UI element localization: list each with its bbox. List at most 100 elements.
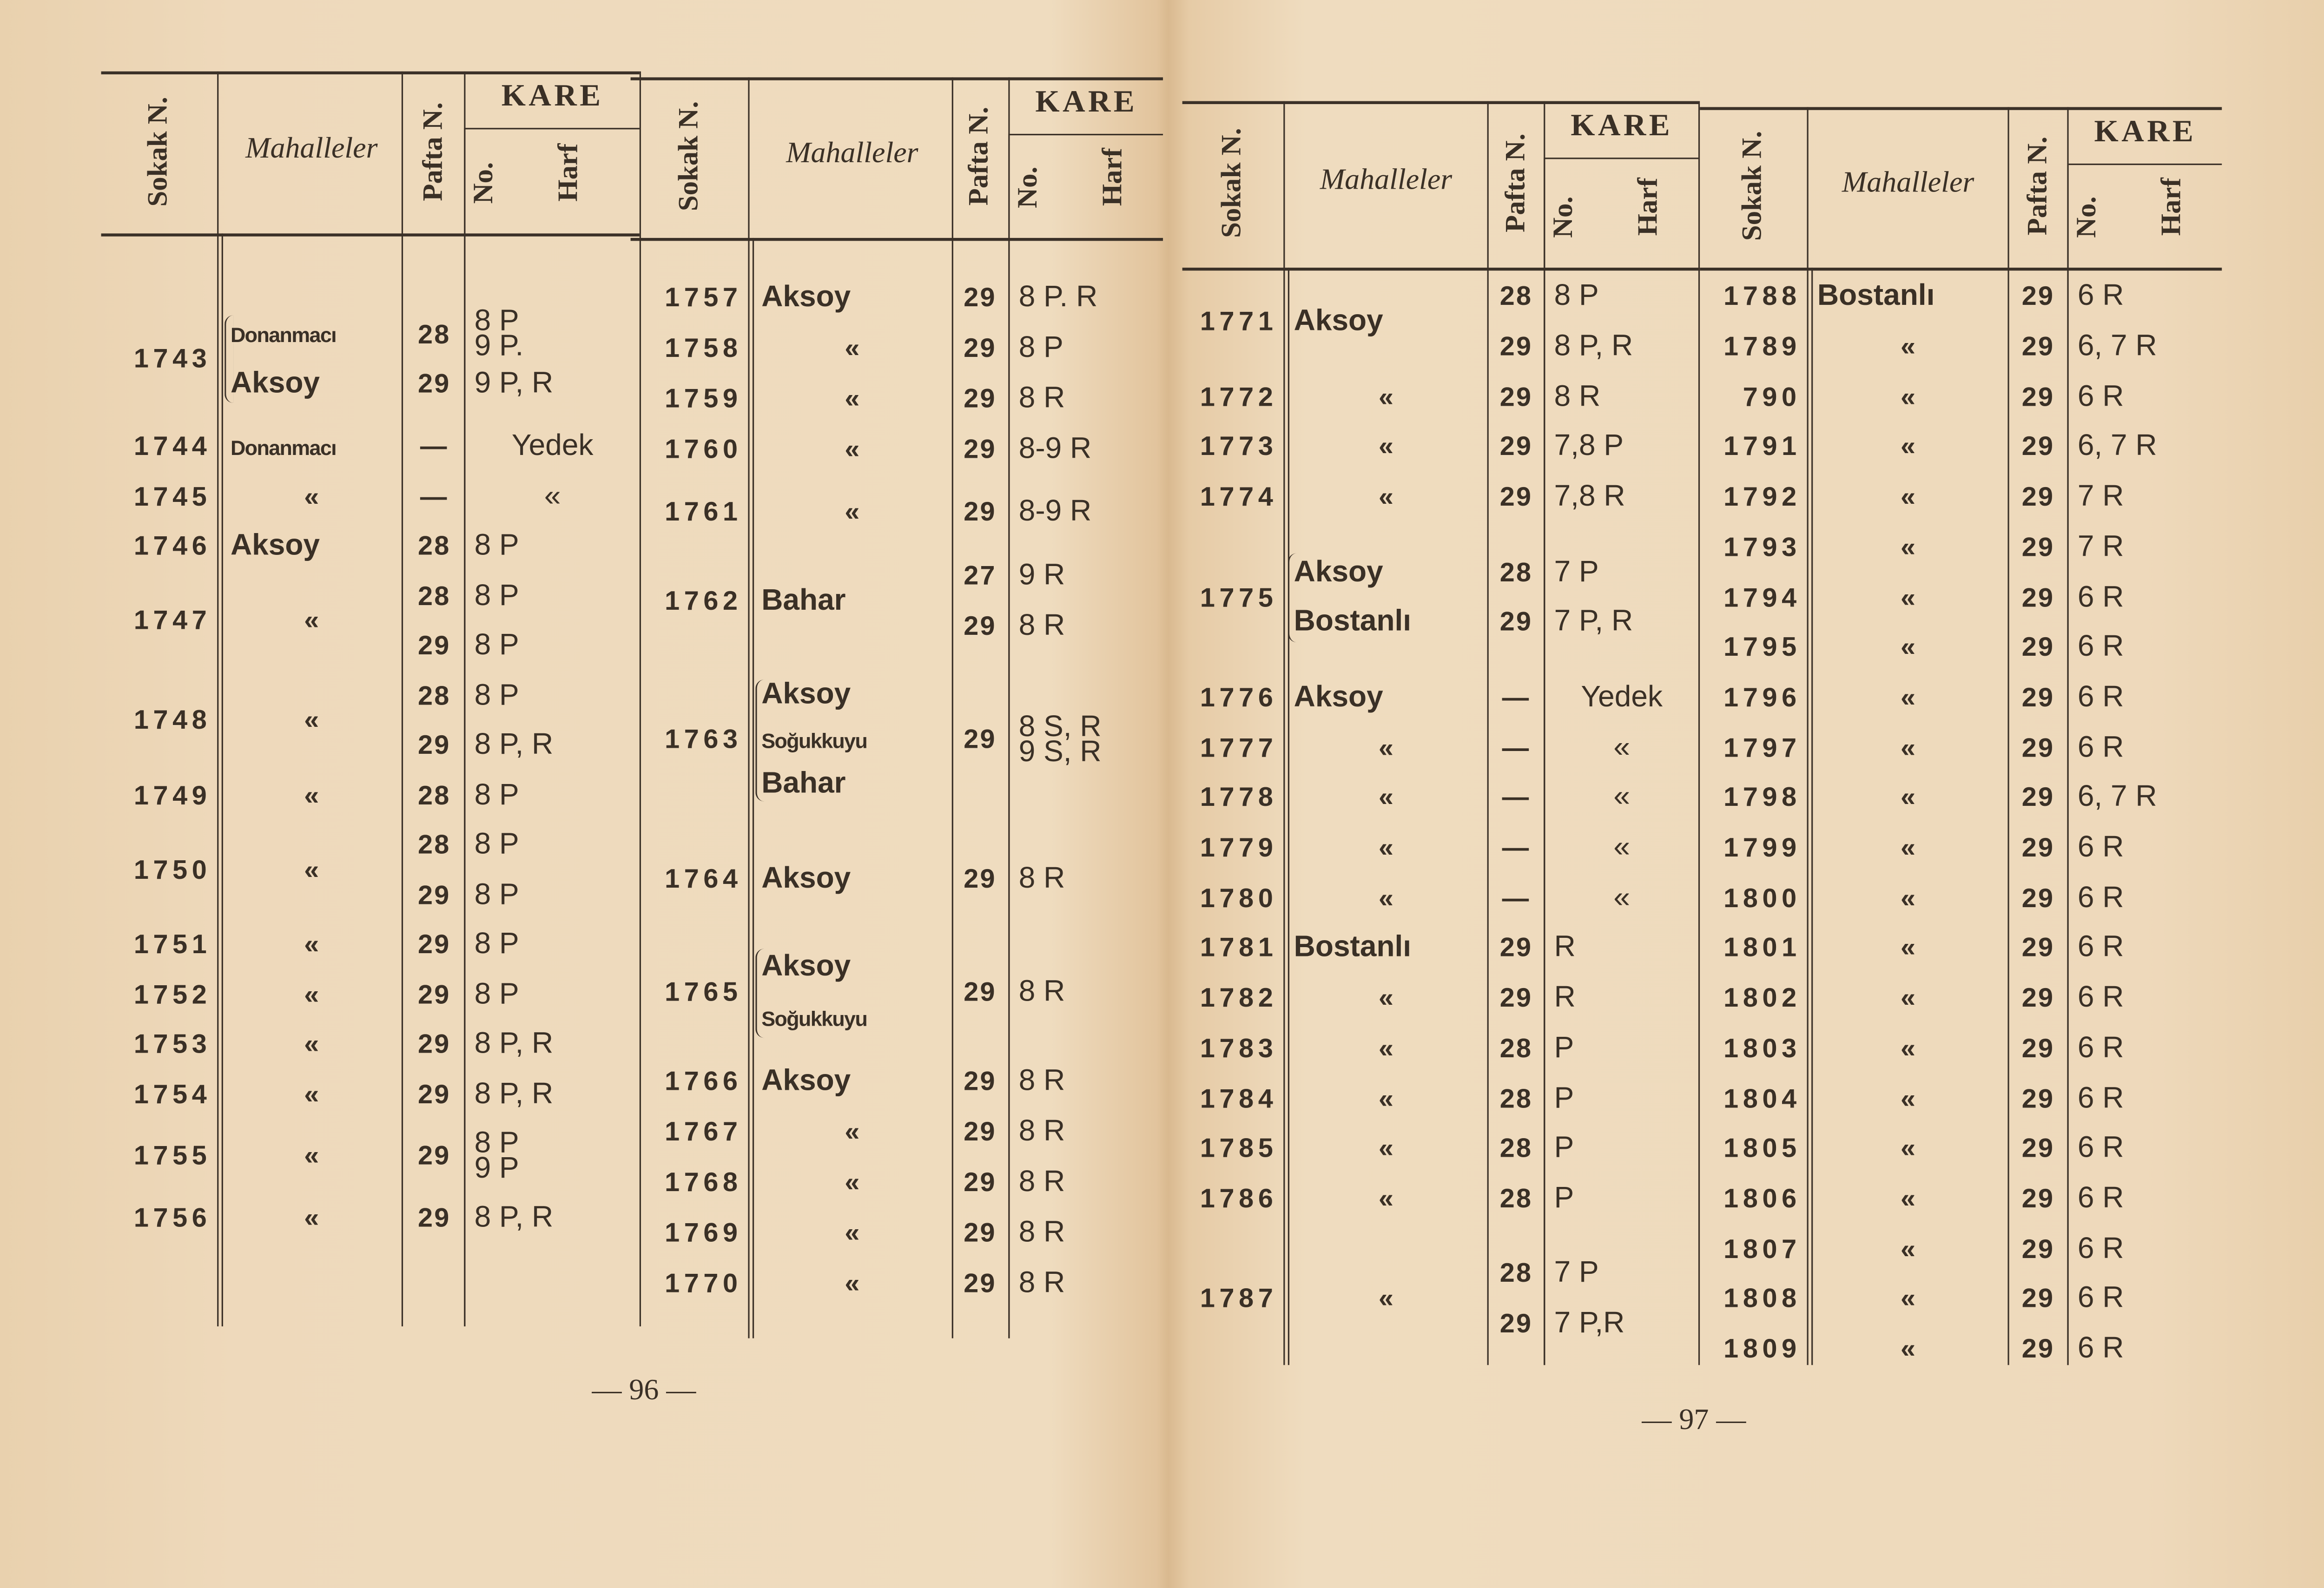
grid-square-value: 8 P, R — [474, 1202, 554, 1235]
neighborhood-name: Soğukkuyu — [761, 728, 868, 752]
grid-square-value: 8 P — [474, 778, 519, 811]
ditto-mark: « — [1901, 1284, 1916, 1314]
grid-square-value: 6 R — [2077, 881, 2124, 914]
column-rule — [639, 71, 641, 1327]
grid-square-value: 7,8 R — [1554, 480, 1625, 514]
sheet-number: 29 — [964, 724, 997, 754]
neighborhood-name: Bostanlı — [1294, 931, 1412, 964]
column-rule — [1487, 101, 1489, 1365]
sheet-number: 29 — [2021, 632, 2055, 662]
header-kare: KARE — [1571, 107, 1673, 143]
sheet-number: 28 — [1499, 1083, 1533, 1114]
grid-square: 8 P — [465, 671, 639, 721]
neighborhood-name: Aksoy — [230, 367, 320, 401]
grid-square: 7 P — [1545, 548, 1698, 598]
sheet-number: 29 — [2021, 1133, 2055, 1163]
sheet-number: 29 — [2021, 432, 2055, 462]
sheet-number: 29 — [1499, 482, 1533, 512]
sheet-number: 29 — [2021, 732, 2055, 763]
street-number: 1754 — [133, 1079, 211, 1109]
grid-square-value: 6 R — [2077, 580, 2124, 613]
ditto-mark: « — [1378, 983, 1394, 1013]
sheet-number: 29 — [418, 929, 451, 959]
grid-square: 8-9 R — [1010, 424, 1163, 474]
header-sokak: Sokak N. — [143, 96, 174, 206]
grid-square-value: 8-9 R — [1018, 432, 1092, 465]
grid-square: 8 R — [1010, 1056, 1163, 1107]
sheet-number: 29 — [418, 369, 451, 399]
grid-square-value: 8 P, R — [1554, 330, 1633, 363]
header-mahalleler: Mahalleler — [1320, 163, 1452, 197]
ditto-mark: « — [845, 433, 860, 463]
street-number: 1783 — [1200, 1033, 1278, 1063]
street-number: 1782 — [1200, 983, 1278, 1013]
ditto-mark: « — [1901, 532, 1916, 562]
header-kare: KARE — [501, 77, 604, 113]
sheet-number: 29 — [418, 1203, 451, 1233]
grid-square: « — [1545, 873, 1698, 923]
header-kare: KARE — [2094, 113, 2197, 149]
grid-square-value: 8 P — [474, 977, 519, 1011]
header-kare: KARE — [1035, 83, 1138, 119]
ditto-mark: « — [1378, 832, 1394, 863]
street-number: 1772 — [1200, 382, 1278, 412]
ditto-mark: « — [1378, 1133, 1394, 1163]
ditto-mark: « — [1901, 632, 1916, 662]
grid-square-value: R — [1554, 931, 1576, 964]
grid-square-value: 6 R — [2077, 831, 2124, 864]
grid-square: R — [1545, 974, 1698, 1024]
neighborhood-name: Aksoy — [761, 280, 851, 313]
street-number: 1798 — [1723, 783, 1801, 813]
column-rule — [1807, 107, 1809, 1365]
sheet-number: 28 — [418, 780, 451, 810]
grid-square-value: 9 P — [474, 1152, 519, 1185]
grid-square-value: 7 P — [1554, 555, 1599, 589]
street-number: 1779 — [1200, 832, 1278, 863]
grid-square: P — [1545, 1024, 1698, 1074]
street-number: 1778 — [1200, 783, 1278, 813]
sheet-number: — — [1502, 883, 1531, 913]
grid-square-value: 8 P — [474, 878, 519, 911]
grid-square: 8 P. R — [1010, 272, 1163, 323]
ditto-mark: « — [845, 332, 860, 362]
sheet-number: 29 — [418, 730, 451, 760]
grid-square-value: 9 P. — [474, 330, 524, 363]
street-number: 1746 — [133, 531, 211, 561]
grid-square-value: 7 P, R — [1554, 606, 1633, 639]
grid-square: 9 P, R — [465, 360, 639, 409]
neighborhood-name: Aksoy — [761, 1064, 851, 1097]
neighborhood-name: Aksoy — [230, 529, 320, 562]
ditto-mark: « — [304, 606, 319, 636]
street-number: 1756 — [133, 1203, 211, 1233]
ditto-mark: « — [1901, 832, 1916, 863]
grid-square-value: 8 R — [1018, 975, 1065, 1008]
street-number: 1780 — [1200, 883, 1278, 913]
grid-square-value: 6, 7 R — [2077, 330, 2157, 363]
grid-square-value: Yedek — [511, 429, 594, 463]
ditto-mark: « — [1378, 1083, 1394, 1114]
ditto-mark: « — [1378, 482, 1394, 512]
grid-square: 7,8 R — [1545, 473, 1698, 523]
ditto-mark: « — [1901, 682, 1916, 712]
sheet-number: — — [420, 431, 449, 461]
grid-square-value: 8 P — [1018, 330, 1063, 364]
street-number: 790 — [1743, 382, 1801, 412]
header-mahalleler: Mahalleler — [245, 132, 378, 165]
grid-square: 6 R — [2069, 623, 2222, 673]
ditto-mark: « — [1901, 1033, 1916, 1063]
sheet-number: 29 — [2021, 1334, 2055, 1364]
street-number: 1751 — [133, 929, 211, 959]
sheet-number: 29 — [2021, 682, 2055, 712]
grid-square: 8 P — [465, 920, 639, 970]
grid-square: 6 R — [2069, 1024, 2222, 1074]
street-number: 1788 — [1723, 281, 1801, 311]
grid-square-value: 8 P — [474, 679, 519, 712]
ditto-mark: « — [304, 929, 319, 959]
ditto-mark: « — [1901, 582, 1916, 612]
header-harf: Harf — [1097, 148, 1129, 206]
grid-square: 8 R — [1010, 1107, 1163, 1157]
street-number: 1808 — [1723, 1284, 1801, 1314]
column-rule — [1283, 101, 1285, 1365]
sheet-number: 28 — [418, 580, 451, 611]
